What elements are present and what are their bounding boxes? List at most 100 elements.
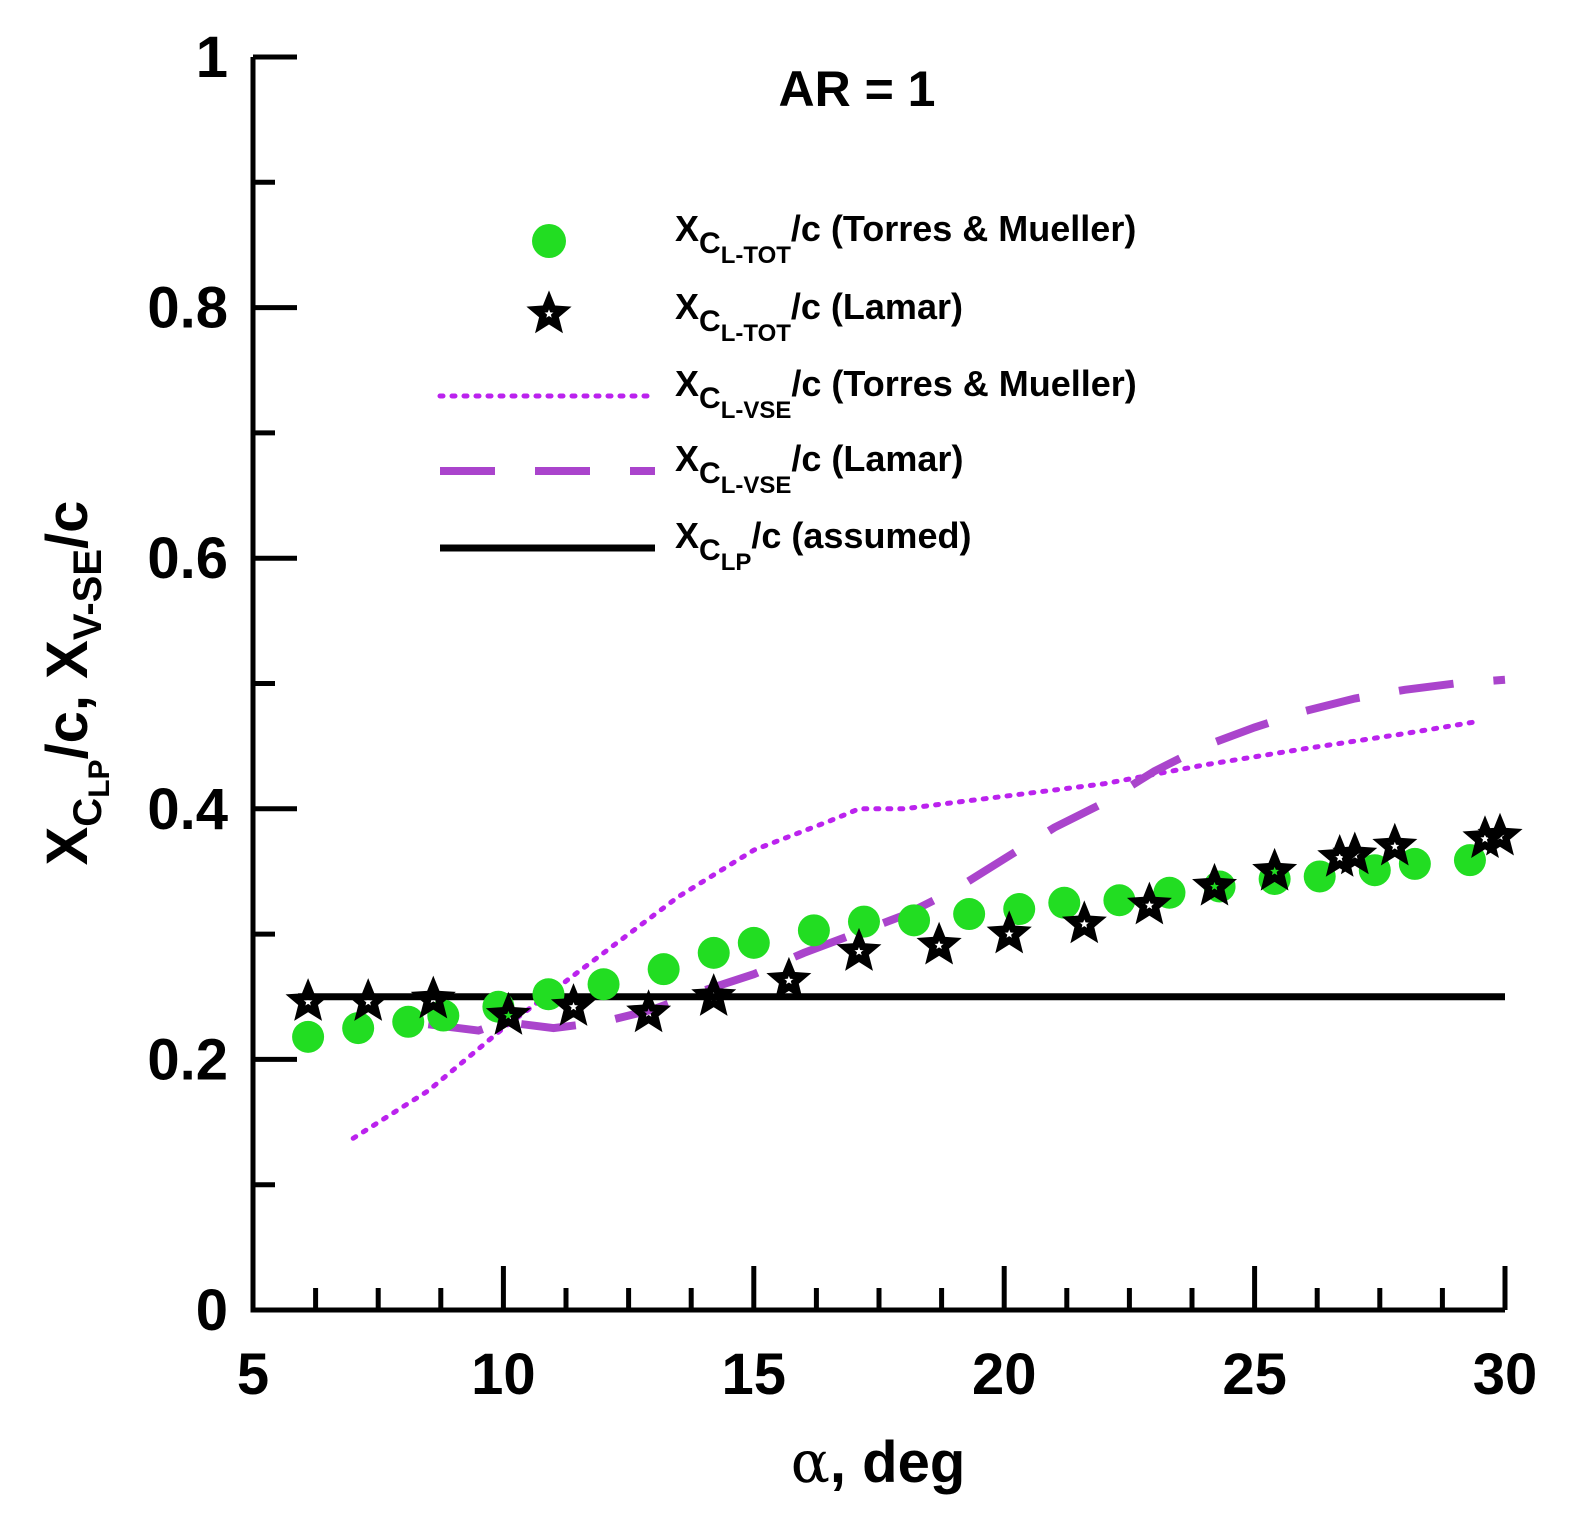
data-point-star (836, 927, 882, 971)
star-inner (1489, 825, 1511, 846)
legend-label-x: X (675, 363, 699, 404)
data-point-star (485, 991, 531, 1035)
legend-label: XCL-VSE/c (Torres & Mueller) (675, 363, 1137, 424)
data-point-circle (392, 1005, 425, 1038)
x-axis-title: α, deg (791, 1428, 966, 1496)
y-tick-label: 0.8 (147, 276, 228, 341)
legend-label-x: X (675, 438, 699, 479)
data-point-circle (1048, 886, 1081, 919)
legend-label-rest: /c (Lamar) (791, 438, 963, 479)
legend-label-sub: C (699, 457, 721, 490)
y-tick-label: 0 (196, 1278, 228, 1343)
star-outline (1192, 862, 1238, 906)
series-line-dashed (427, 675, 1506, 1035)
data-point-star (285, 978, 331, 1021)
star-inner (848, 940, 870, 961)
legend-label-subsub: LP (721, 549, 752, 576)
star-outline (485, 991, 531, 1035)
legend-label-rest: /c (Lamar) (791, 286, 963, 327)
legend-label-x: X (675, 208, 699, 249)
data-point-circle (847, 905, 880, 938)
x-tick-label: 20 (972, 1342, 1037, 1407)
star-outline (1252, 847, 1298, 891)
data-point-star (691, 973, 737, 1016)
star-outline (626, 989, 672, 1033)
data-point-star (550, 983, 597, 1026)
y-axis-title-x1: X (35, 826, 100, 865)
star-outline (1477, 812, 1523, 856)
x-axis-alpha-symbol: α (791, 1428, 830, 1496)
star-inner (562, 995, 585, 1016)
x-tick-label: 15 (722, 1342, 787, 1407)
legend: XCL-TOT/c (Torres & Mueller)XCL-TOT/c (L… (437, 208, 1137, 576)
star-inner (497, 1004, 520, 1025)
star-inner (1138, 893, 1161, 915)
data-point-star (916, 921, 962, 965)
legend-label-sub: C (699, 305, 721, 338)
x-tick-label: 25 (1222, 1342, 1287, 1407)
legend-label-sub: C (699, 227, 721, 260)
data-point-star (986, 910, 1032, 954)
legend-label-rest: /c (assumed) (751, 515, 971, 556)
star-inner (637, 1001, 660, 1023)
legend-label-sub: C (699, 534, 721, 567)
data-point-star (1372, 822, 1418, 866)
data-point-star (1252, 847, 1298, 891)
y-axis-title-end: /c (35, 501, 100, 549)
star-outline (1061, 900, 1107, 944)
data-point-circle (953, 898, 986, 931)
star-inner (998, 922, 1021, 944)
x-tick-label: 30 (1473, 1342, 1538, 1407)
star-outline (550, 983, 597, 1026)
data-point-circle (898, 904, 931, 937)
y-axis-title-sub2: V-SE (66, 549, 110, 640)
star-inner (1203, 875, 1226, 896)
data-point-circle (697, 936, 730, 969)
star-inner (422, 987, 445, 1009)
data-point-circle (1398, 847, 1431, 880)
legend-label: XCLP/c (assumed) (675, 515, 971, 576)
star-outline (766, 956, 812, 1000)
y-tick-label: 0.4 (147, 777, 228, 842)
y-axis-title-subsub1: LP (83, 759, 116, 797)
star-outline (1332, 831, 1378, 875)
legend-label-subsub: L-VSE (721, 397, 792, 424)
star-inner (357, 990, 380, 1011)
data-point-circle (587, 968, 620, 1001)
x-tick-label: 10 (471, 1342, 536, 1407)
data-point-star (1332, 831, 1378, 875)
legend-label: XCL-TOT/c (Torres & Mueller) (675, 208, 1136, 269)
star-outline (410, 975, 456, 1019)
star-outline (285, 978, 331, 1021)
legend-symbol-star (526, 290, 572, 334)
legend-symbol-circle (532, 224, 566, 258)
data-point-star (1061, 900, 1107, 944)
y-tick-label: 0.2 (147, 1027, 228, 1092)
data-point-circle (737, 926, 770, 959)
legend-label-rest: /c (Torres & Mueller) (791, 363, 1136, 404)
data-point-star (1477, 812, 1523, 856)
data-point-circle (342, 1012, 375, 1045)
star-inner (777, 969, 800, 990)
legend-label-subsub: L-TOT (721, 242, 792, 269)
star-inner (1073, 912, 1096, 934)
legend-label-x: X (675, 286, 699, 327)
star-inner (928, 934, 950, 955)
y-tick-label: 1 (196, 25, 228, 90)
data-point-star (1126, 881, 1172, 925)
star-outline (836, 927, 882, 971)
star-inner (1263, 860, 1286, 881)
chart-title: AR = 1 (778, 61, 935, 117)
y-axis-title-mid: /c, X (35, 640, 100, 760)
axes-layer: 5 10 15 20 25 30 0 0.2 0.4 0.6 0.8 1 (147, 25, 1537, 1407)
data-point-circle (797, 914, 830, 947)
data-point-circle (647, 953, 680, 986)
data-point-star (345, 978, 391, 1021)
data-point-star (626, 989, 672, 1033)
legend-label-rest: /c (Torres & Mueller) (791, 208, 1136, 249)
star-inner (702, 985, 725, 1006)
legend-label: XCL-VSE/c (Lamar) (675, 438, 963, 499)
star-inner (297, 990, 319, 1011)
data-point-circle (292, 1020, 325, 1053)
